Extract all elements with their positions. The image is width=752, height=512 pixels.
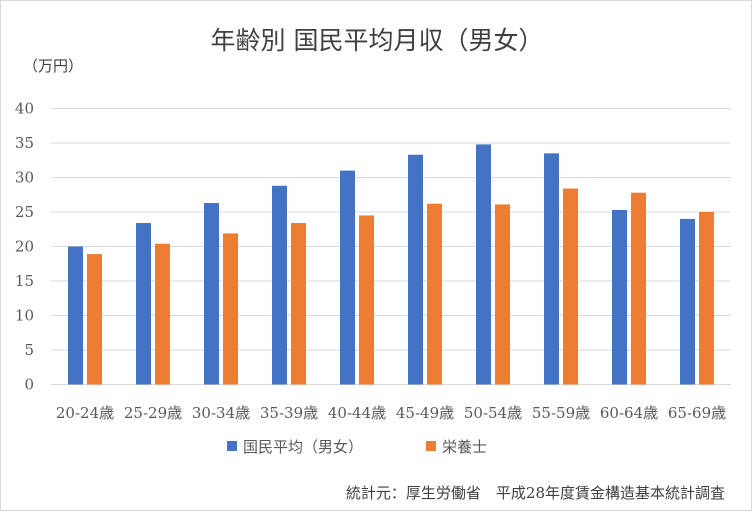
bar-national-average — [272, 185, 287, 385]
source-note: 統計元：厚生労働省 平成28年度賃金構造基本統計調査 — [346, 484, 725, 502]
bar-national-average — [680, 218, 695, 385]
bar-dietitian — [223, 233, 238, 385]
y-tick-label: 15 — [15, 272, 34, 290]
y-tick-label: 35 — [15, 134, 34, 152]
bar-national-average — [476, 144, 491, 385]
bars — [68, 144, 714, 385]
x-tick-label: 40-44歳 — [328, 404, 386, 422]
x-tick-label: 65-69歳 — [668, 404, 726, 422]
y-tick-label: 40 — [15, 100, 34, 118]
x-tick-label: 45-49歳 — [396, 404, 454, 422]
y-axis-ticks: 0 5 10 15 20 25 30 35 40 — [15, 100, 34, 394]
bar-national-average — [204, 203, 219, 385]
legend: 国民平均（男女） 栄養士 — [227, 438, 487, 456]
y-unit-label: （万円） — [23, 57, 83, 75]
x-tick-label: 35-39歳 — [260, 404, 318, 422]
y-tick-label: 10 — [15, 307, 34, 325]
bar-dietitian — [495, 204, 510, 385]
x-axis-ticks: 20-24歳 25-29歳 30-34歳 35-39歳 40-44歳 45-49歳 50-5… — [56, 404, 726, 422]
chart-title: 年齢別 国民平均月収（男女） — [211, 26, 544, 55]
bar-dietitian — [427, 203, 442, 385]
bar-national-average — [136, 223, 151, 385]
bar-national-average — [408, 154, 423, 385]
bar-dietitian — [563, 188, 578, 385]
x-tick-label: 60-64歳 — [600, 404, 658, 422]
bar-dietitian — [87, 254, 102, 385]
x-tick-label: 30-34歳 — [192, 404, 250, 422]
bar-dietitian — [155, 243, 170, 385]
bar-national-average — [544, 153, 559, 385]
x-tick-label: 55-59歳 — [532, 404, 590, 422]
y-tick-label: 20 — [15, 238, 34, 256]
bar-dietitian — [699, 212, 714, 385]
y-tick-label: 0 — [24, 376, 34, 394]
x-tick-label: 25-29歳 — [124, 404, 182, 422]
legend-swatch — [426, 441, 436, 451]
x-tick-label: 50-54歳 — [464, 404, 522, 422]
legend-label: 国民平均（男女） — [243, 438, 363, 456]
legend-swatch — [227, 441, 237, 451]
y-tick-label: 30 — [15, 169, 34, 187]
x-tick-label: 20-24歳 — [56, 404, 114, 422]
legend-label: 栄養士 — [442, 438, 487, 456]
y-tick-label: 5 — [24, 341, 34, 359]
bar-national-average — [68, 246, 83, 385]
gridlines — [51, 108, 731, 385]
bar-dietitian — [359, 215, 374, 385]
bar-dietitian — [631, 192, 646, 385]
bar-dietitian — [291, 223, 306, 385]
y-tick-label: 25 — [15, 203, 34, 221]
bar-national-average — [340, 170, 355, 385]
bar-national-average — [612, 209, 627, 385]
